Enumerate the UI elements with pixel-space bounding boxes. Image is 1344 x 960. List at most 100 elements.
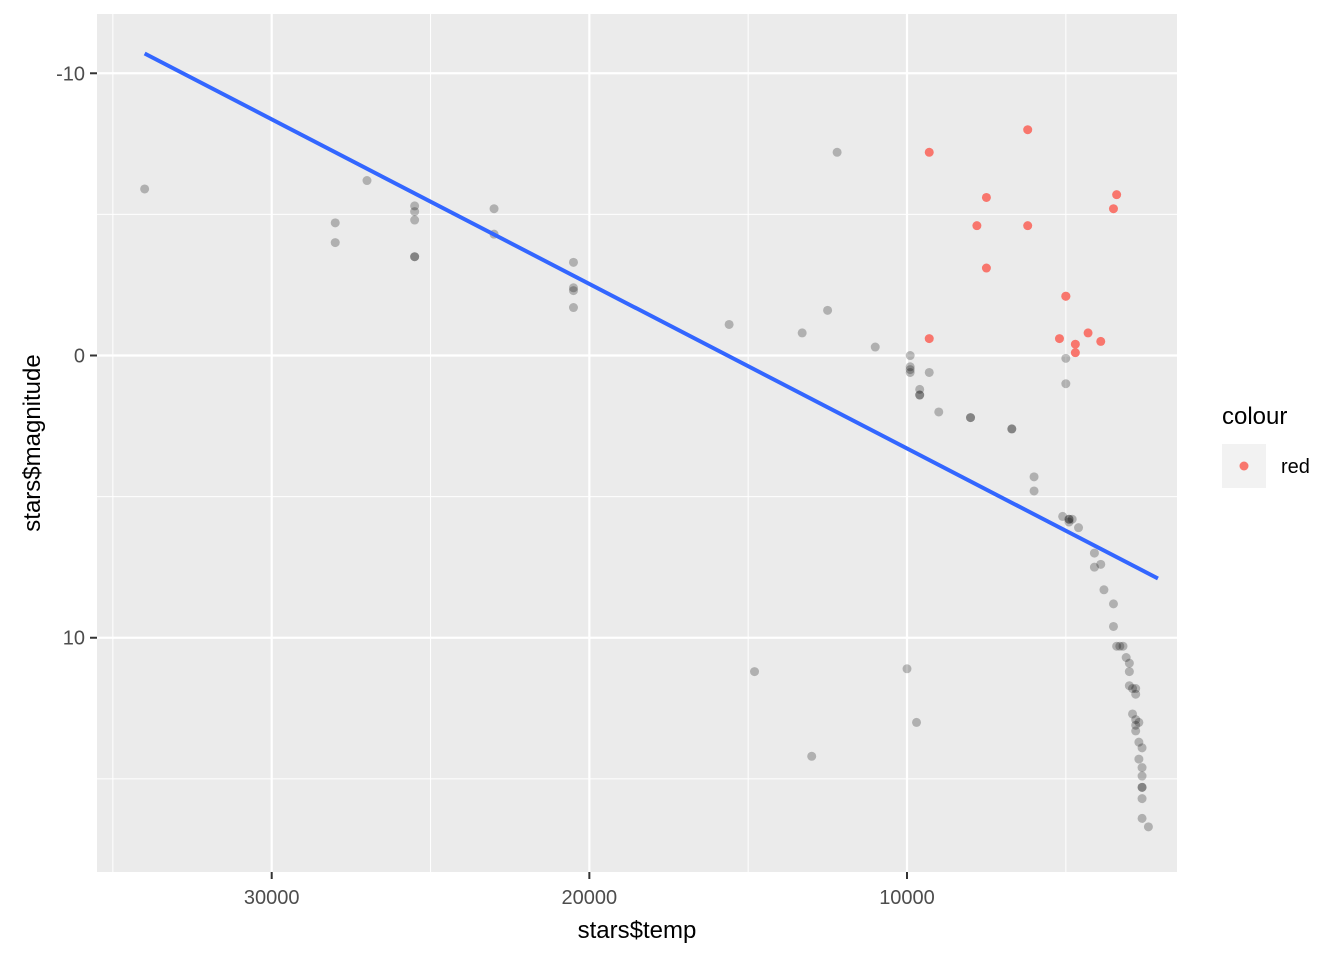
black-data-point bbox=[568, 257, 578, 267]
black-data-point bbox=[1029, 472, 1039, 482]
red-data-point bbox=[1070, 339, 1080, 349]
black-data-point bbox=[1061, 353, 1071, 363]
black-data-point bbox=[1112, 641, 1122, 651]
black-data-point bbox=[1067, 514, 1077, 524]
major-gridlines bbox=[97, 14, 1177, 872]
x-axis-ticks: 30000 20000 10000 bbox=[244, 872, 935, 909]
red-data-point bbox=[1070, 348, 1080, 358]
red-data-point bbox=[1023, 125, 1033, 135]
black-data-point bbox=[1137, 743, 1147, 753]
black-data-point bbox=[1096, 559, 1106, 569]
black-data-point bbox=[915, 384, 925, 394]
red-data-point bbox=[924, 147, 934, 157]
red-data-point bbox=[1108, 204, 1118, 214]
red-data-point bbox=[1096, 336, 1106, 346]
black-data-point bbox=[362, 176, 372, 186]
black-data-point bbox=[1128, 709, 1138, 719]
black-data-point bbox=[410, 207, 420, 217]
black-data-point bbox=[410, 252, 420, 262]
black-data-point bbox=[966, 413, 976, 423]
y-tick-label: 0 bbox=[74, 346, 85, 368]
black-data-point bbox=[1061, 379, 1071, 389]
black-data-point bbox=[1143, 822, 1153, 832]
legend-title: colour bbox=[1222, 403, 1287, 430]
black-data-point bbox=[1137, 794, 1147, 804]
black-data-point bbox=[1118, 641, 1128, 651]
black-data-point bbox=[1137, 771, 1147, 781]
black-data-point bbox=[330, 218, 340, 228]
black-data-point bbox=[410, 201, 420, 211]
y-axis-title: stars$magnitude bbox=[19, 354, 46, 531]
black-data-point bbox=[1115, 641, 1125, 651]
red-data-point bbox=[981, 192, 991, 202]
black-data-point bbox=[924, 367, 934, 377]
black-data-point bbox=[1058, 511, 1068, 521]
x-tick-label: 20000 bbox=[562, 887, 618, 909]
black-data-point bbox=[1064, 514, 1074, 524]
y-tick-label: -10 bbox=[56, 63, 85, 85]
black-data-point bbox=[807, 751, 817, 761]
black-data-point bbox=[410, 215, 420, 225]
black-data-point bbox=[1137, 763, 1147, 773]
black-data-point bbox=[1121, 653, 1131, 662]
red-data-point bbox=[981, 263, 991, 273]
black-data-point bbox=[1074, 523, 1084, 533]
black-data-point bbox=[797, 328, 807, 338]
black-data-point bbox=[568, 303, 578, 313]
black-data-point bbox=[1124, 667, 1134, 677]
black-data-point bbox=[330, 238, 340, 248]
black-points-layer bbox=[140, 147, 1153, 832]
black-data-point bbox=[1131, 720, 1141, 730]
x-tick-label: 30000 bbox=[244, 887, 300, 909]
black-data-point bbox=[140, 184, 150, 194]
black-data-point bbox=[1089, 548, 1099, 558]
black-data-point bbox=[1064, 514, 1074, 524]
black-data-point bbox=[905, 365, 915, 375]
black-data-point bbox=[1064, 517, 1074, 527]
black-data-point bbox=[1137, 782, 1147, 792]
black-data-point bbox=[568, 286, 578, 296]
black-data-point bbox=[1099, 585, 1109, 595]
black-data-point bbox=[934, 407, 944, 417]
black-data-point bbox=[1108, 621, 1118, 631]
black-data-point bbox=[1134, 754, 1144, 764]
black-data-point bbox=[1128, 684, 1138, 694]
black-data-point bbox=[912, 717, 922, 727]
black-data-point bbox=[1134, 737, 1144, 747]
x-axis-title: stars$temp bbox=[578, 917, 697, 944]
red-data-point bbox=[1061, 291, 1071, 301]
x-tick-label: 10000 bbox=[879, 887, 935, 909]
black-data-point bbox=[905, 351, 915, 361]
fit-line-layer bbox=[143, 51, 1159, 581]
red-data-point bbox=[1023, 221, 1033, 231]
red-data-point bbox=[1112, 190, 1122, 200]
black-data-point bbox=[724, 319, 734, 329]
black-data-point bbox=[1137, 782, 1147, 792]
black-data-point bbox=[966, 413, 976, 423]
y-tick-label: 10 bbox=[63, 628, 85, 650]
legend-label-red: red bbox=[1281, 456, 1310, 478]
red-data-point bbox=[1054, 334, 1064, 344]
black-data-point bbox=[902, 664, 912, 674]
black-data-point bbox=[568, 283, 578, 293]
black-data-point bbox=[1007, 424, 1017, 434]
black-data-point bbox=[870, 342, 880, 352]
black-data-point bbox=[823, 305, 833, 315]
black-data-point bbox=[1108, 599, 1118, 609]
black-data-point bbox=[410, 252, 420, 262]
red-data-point bbox=[1083, 328, 1093, 338]
black-data-point bbox=[905, 362, 915, 372]
black-data-point bbox=[750, 667, 760, 677]
regression-line bbox=[143, 51, 1159, 581]
black-data-point bbox=[832, 147, 842, 157]
legend-red-dot bbox=[1239, 461, 1249, 471]
black-data-point bbox=[1131, 726, 1141, 736]
black-data-point bbox=[489, 204, 499, 214]
black-data-point bbox=[1124, 681, 1134, 691]
black-data-point bbox=[915, 390, 925, 400]
plot-panel bbox=[97, 14, 1177, 872]
black-data-point bbox=[1131, 689, 1141, 699]
black-data-point bbox=[1131, 715, 1141, 725]
red-points-layer bbox=[924, 125, 1122, 358]
